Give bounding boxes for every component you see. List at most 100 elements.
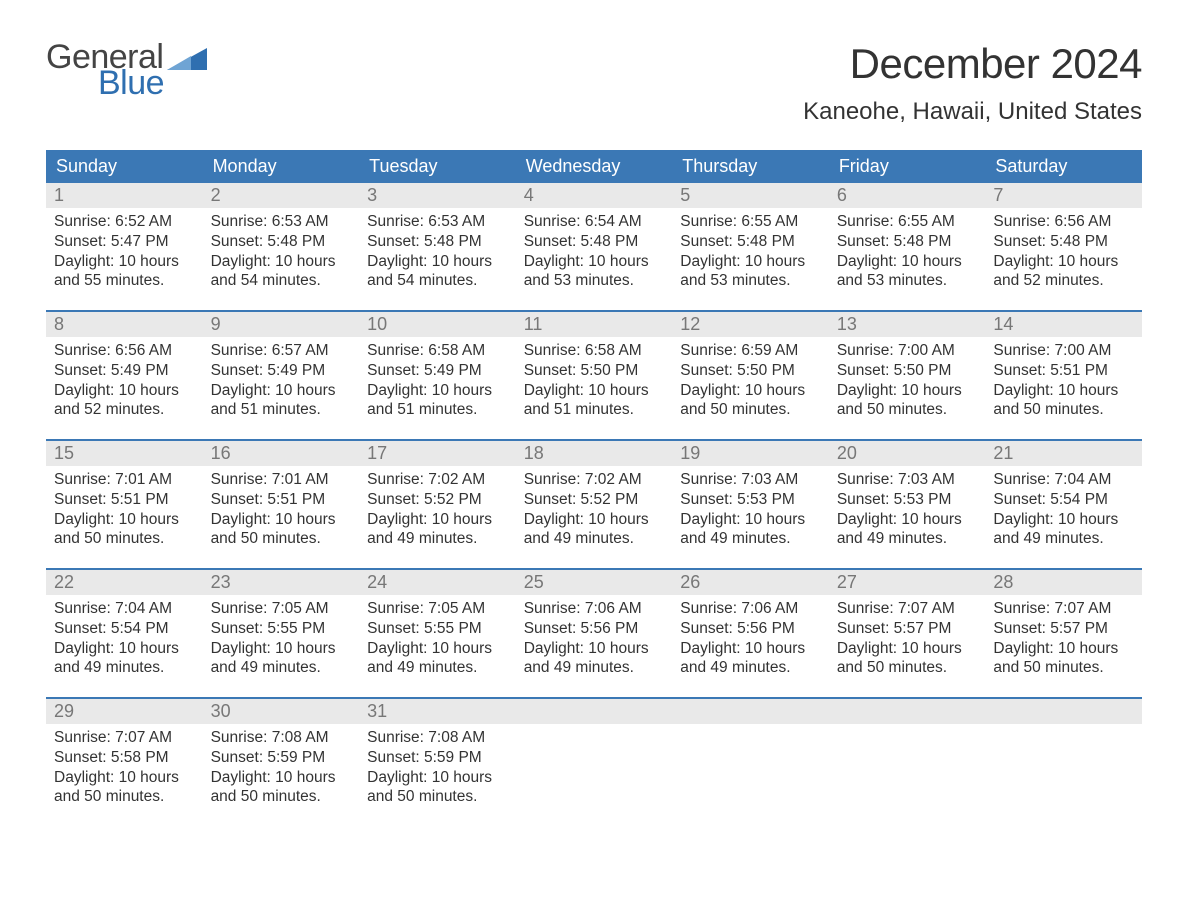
day-number: 1 [46, 183, 203, 208]
calendar-cell [672, 699, 829, 827]
day-number: 28 [985, 570, 1142, 595]
day-number-empty [829, 699, 986, 724]
day-number: 3 [359, 183, 516, 208]
day-number-empty [516, 699, 673, 724]
title-block: December 2024 Kaneohe, Hawaii, United St… [803, 40, 1142, 126]
day-data: Sunrise: 6:52 AMSunset: 5:47 PMDaylight:… [46, 208, 203, 291]
calendar-cell: 24Sunrise: 7:05 AMSunset: 5:55 PMDayligh… [359, 570, 516, 698]
day-data: Sunrise: 7:08 AMSunset: 5:59 PMDaylight:… [203, 724, 360, 807]
day-data: Sunrise: 7:06 AMSunset: 5:56 PMDaylight:… [672, 595, 829, 678]
weekday-header: Sunday [46, 150, 203, 183]
day-number: 18 [516, 441, 673, 466]
calendar-week: 29Sunrise: 7:07 AMSunset: 5:58 PMDayligh… [46, 699, 1142, 827]
calendar-cell: 13Sunrise: 7:00 AMSunset: 5:50 PMDayligh… [829, 312, 986, 440]
day-number: 17 [359, 441, 516, 466]
day-data: Sunrise: 7:06 AMSunset: 5:56 PMDaylight:… [516, 595, 673, 678]
day-data: Sunrise: 7:08 AMSunset: 5:59 PMDaylight:… [359, 724, 516, 807]
day-number: 25 [516, 570, 673, 595]
day-data: Sunrise: 7:07 AMSunset: 5:58 PMDaylight:… [46, 724, 203, 807]
day-data: Sunrise: 6:53 AMSunset: 5:48 PMDaylight:… [359, 208, 516, 291]
day-number: 15 [46, 441, 203, 466]
day-number-empty [672, 699, 829, 724]
day-number: 7 [985, 183, 1142, 208]
day-number: 23 [203, 570, 360, 595]
calendar-cell: 20Sunrise: 7:03 AMSunset: 5:53 PMDayligh… [829, 441, 986, 569]
calendar-cell: 19Sunrise: 7:03 AMSunset: 5:53 PMDayligh… [672, 441, 829, 569]
day-data: Sunrise: 7:05 AMSunset: 5:55 PMDaylight:… [359, 595, 516, 678]
day-data: Sunrise: 6:53 AMSunset: 5:48 PMDaylight:… [203, 208, 360, 291]
day-data: Sunrise: 7:03 AMSunset: 5:53 PMDaylight:… [829, 466, 986, 549]
day-data: Sunrise: 6:58 AMSunset: 5:49 PMDaylight:… [359, 337, 516, 420]
logo: General Blue [46, 40, 207, 100]
day-number-empty [985, 699, 1142, 724]
weekday-header: Saturday [985, 150, 1142, 183]
day-data: Sunrise: 7:00 AMSunset: 5:50 PMDaylight:… [829, 337, 986, 420]
day-data: Sunrise: 6:55 AMSunset: 5:48 PMDaylight:… [672, 208, 829, 291]
day-number: 19 [672, 441, 829, 466]
calendar-cell: 4Sunrise: 6:54 AMSunset: 5:48 PMDaylight… [516, 183, 673, 311]
day-number: 9 [203, 312, 360, 337]
calendar-cell [829, 699, 986, 827]
calendar-cell: 29Sunrise: 7:07 AMSunset: 5:58 PMDayligh… [46, 699, 203, 827]
flag-icon [167, 48, 207, 70]
calendar-cell: 6Sunrise: 6:55 AMSunset: 5:48 PMDaylight… [829, 183, 986, 311]
calendar-cell: 12Sunrise: 6:59 AMSunset: 5:50 PMDayligh… [672, 312, 829, 440]
day-data: Sunrise: 7:01 AMSunset: 5:51 PMDaylight:… [203, 466, 360, 549]
calendar-cell: 31Sunrise: 7:08 AMSunset: 5:59 PMDayligh… [359, 699, 516, 827]
calendar-cell: 10Sunrise: 6:58 AMSunset: 5:49 PMDayligh… [359, 312, 516, 440]
calendar-cell: 8Sunrise: 6:56 AMSunset: 5:49 PMDaylight… [46, 312, 203, 440]
day-number: 26 [672, 570, 829, 595]
calendar-cell: 5Sunrise: 6:55 AMSunset: 5:48 PMDaylight… [672, 183, 829, 311]
calendar-cell: 2Sunrise: 6:53 AMSunset: 5:48 PMDaylight… [203, 183, 360, 311]
day-data: Sunrise: 6:56 AMSunset: 5:48 PMDaylight:… [985, 208, 1142, 291]
day-number: 21 [985, 441, 1142, 466]
calendar-cell: 7Sunrise: 6:56 AMSunset: 5:48 PMDaylight… [985, 183, 1142, 311]
day-number: 30 [203, 699, 360, 724]
weekday-header: Friday [829, 150, 986, 183]
day-data: Sunrise: 7:03 AMSunset: 5:53 PMDaylight:… [672, 466, 829, 549]
calendar-cell: 30Sunrise: 7:08 AMSunset: 5:59 PMDayligh… [203, 699, 360, 827]
weekday-header: Wednesday [516, 150, 673, 183]
calendar-cell: 26Sunrise: 7:06 AMSunset: 5:56 PMDayligh… [672, 570, 829, 698]
day-number: 5 [672, 183, 829, 208]
logo-word2: Blue [98, 66, 164, 100]
calendar-cell: 11Sunrise: 6:58 AMSunset: 5:50 PMDayligh… [516, 312, 673, 440]
calendar-week: 8Sunrise: 6:56 AMSunset: 5:49 PMDaylight… [46, 312, 1142, 440]
day-data: Sunrise: 6:55 AMSunset: 5:48 PMDaylight:… [829, 208, 986, 291]
month-title: December 2024 [803, 40, 1142, 88]
day-number: 2 [203, 183, 360, 208]
day-number: 31 [359, 699, 516, 724]
calendar-cell: 21Sunrise: 7:04 AMSunset: 5:54 PMDayligh… [985, 441, 1142, 569]
day-number: 10 [359, 312, 516, 337]
day-data: Sunrise: 7:04 AMSunset: 5:54 PMDaylight:… [985, 466, 1142, 549]
calendar-week: 15Sunrise: 7:01 AMSunset: 5:51 PMDayligh… [46, 441, 1142, 569]
calendar-week: 1Sunrise: 6:52 AMSunset: 5:47 PMDaylight… [46, 183, 1142, 311]
calendar-cell: 1Sunrise: 6:52 AMSunset: 5:47 PMDaylight… [46, 183, 203, 311]
day-number: 8 [46, 312, 203, 337]
day-data: Sunrise: 7:05 AMSunset: 5:55 PMDaylight:… [203, 595, 360, 678]
calendar-cell: 28Sunrise: 7:07 AMSunset: 5:57 PMDayligh… [985, 570, 1142, 698]
calendar-cell: 3Sunrise: 6:53 AMSunset: 5:48 PMDaylight… [359, 183, 516, 311]
calendar-table: SundayMondayTuesdayWednesdayThursdayFrid… [46, 150, 1142, 827]
day-data: Sunrise: 6:57 AMSunset: 5:49 PMDaylight:… [203, 337, 360, 420]
day-number: 12 [672, 312, 829, 337]
calendar-cell: 27Sunrise: 7:07 AMSunset: 5:57 PMDayligh… [829, 570, 986, 698]
day-number: 6 [829, 183, 986, 208]
day-data: Sunrise: 7:02 AMSunset: 5:52 PMDaylight:… [516, 466, 673, 549]
calendar-cell [985, 699, 1142, 827]
calendar-cell: 16Sunrise: 7:01 AMSunset: 5:51 PMDayligh… [203, 441, 360, 569]
day-data: Sunrise: 7:07 AMSunset: 5:57 PMDaylight:… [829, 595, 986, 678]
day-number: 11 [516, 312, 673, 337]
header: General Blue December 2024 Kaneohe, Hawa… [46, 40, 1142, 126]
day-number: 29 [46, 699, 203, 724]
day-data: Sunrise: 7:01 AMSunset: 5:51 PMDaylight:… [46, 466, 203, 549]
calendar-cell: 18Sunrise: 7:02 AMSunset: 5:52 PMDayligh… [516, 441, 673, 569]
calendar-cell: 17Sunrise: 7:02 AMSunset: 5:52 PMDayligh… [359, 441, 516, 569]
day-data: Sunrise: 7:02 AMSunset: 5:52 PMDaylight:… [359, 466, 516, 549]
day-number: 27 [829, 570, 986, 595]
calendar-cell: 14Sunrise: 7:00 AMSunset: 5:51 PMDayligh… [985, 312, 1142, 440]
day-data: Sunrise: 6:58 AMSunset: 5:50 PMDaylight:… [516, 337, 673, 420]
weekday-header-row: SundayMondayTuesdayWednesdayThursdayFrid… [46, 150, 1142, 183]
day-number: 22 [46, 570, 203, 595]
day-number: 4 [516, 183, 673, 208]
